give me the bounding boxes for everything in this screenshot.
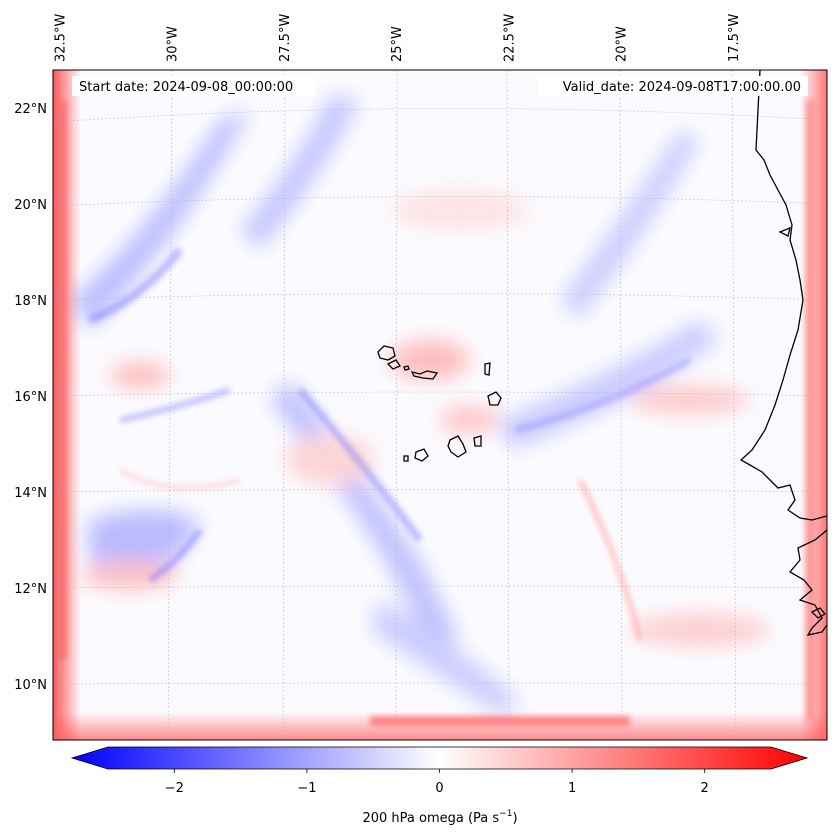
island-sao-vicente xyxy=(386,359,401,370)
latitude-labels: 22°N 20°N 18°N 16°N 14°N 12°N 10°N xyxy=(14,102,47,693)
colorbar-tick-label: −1 xyxy=(297,781,316,796)
africa-coastline xyxy=(739,70,827,521)
lon-tick-label: 30°W xyxy=(166,26,181,62)
island-maio xyxy=(473,435,482,447)
colorbar-label-exponent: −1 xyxy=(499,809,512,819)
colorbar: −2 −1 0 1 2 200 hPa omega (Pa s−1) xyxy=(70,746,809,826)
lat-tick-label: 16°N xyxy=(14,390,47,405)
lon-tick-label: 27.5°W xyxy=(278,14,293,62)
red-patch-south-islands xyxy=(440,406,500,434)
island-brava xyxy=(403,455,409,462)
red-streak-2 xyxy=(118,467,241,491)
colorbar-ticks: −2 −1 0 1 2 xyxy=(165,769,709,796)
colorbar-tick-label: 0 xyxy=(435,781,443,796)
colorbar-label: 200 hPa omega (Pa s−1) xyxy=(362,809,517,826)
blue-streak-4 xyxy=(148,528,203,583)
omega-field xyxy=(53,70,827,740)
blue-band-north xyxy=(240,95,360,250)
lat-tick-label: 14°N xyxy=(14,486,47,501)
start-date-box xyxy=(72,76,316,96)
map-frame xyxy=(52,69,828,741)
colorbar-tick-label: −2 xyxy=(165,781,184,796)
red-patch-southwest xyxy=(80,561,180,589)
red-patch-central xyxy=(285,435,375,485)
red-streak-1 xyxy=(577,478,643,641)
start-date-text: Start date: 2024-09-08_00:00:00 xyxy=(79,80,293,95)
blue-band-northwest xyxy=(70,110,250,330)
red-patch-southeast xyxy=(630,614,770,646)
longitude-labels: 32.5°W 30°W 27.5°W 25°W 22.5°W 20°W 17.5°W xyxy=(53,14,742,62)
lat-tick-label: 12°N xyxy=(14,582,47,597)
blue-band-northeast xyxy=(560,130,700,320)
lon-tick-label: 25°W xyxy=(390,26,405,62)
blue-streak-2 xyxy=(297,387,423,543)
map-panel[interactable]: Start date: 2024-09-08_00:00:00 Valid_da… xyxy=(52,69,828,741)
island-boa-vista xyxy=(487,391,502,406)
lat-tick-label: 18°N xyxy=(14,294,47,309)
colorbar-label-main: 200 hPa omega (Pa s xyxy=(362,811,499,826)
lon-tick-label: 32.5°W xyxy=(53,14,68,62)
lon-tick-label: 22.5°W xyxy=(502,14,517,62)
blue-streak-3 xyxy=(119,387,231,423)
colorbar-label-close: ) xyxy=(512,811,517,826)
lat-tick-label: 22°N xyxy=(14,102,47,117)
red-patch-north xyxy=(390,190,530,230)
red-patch-islands xyxy=(390,340,470,380)
blue-streak-1 xyxy=(88,247,184,324)
valid-date-text: Valid_date: 2024-09-08T17:00:00.00 xyxy=(563,80,801,95)
start-date-annotation: Start date: 2024-09-08_00:00:00 xyxy=(72,76,316,96)
valid-date-box xyxy=(538,76,808,96)
red-patch-east-coast xyxy=(630,386,750,414)
colorbar-tick-label: 1 xyxy=(568,781,576,796)
canary-fragment xyxy=(778,226,791,237)
island-santo-antao xyxy=(377,345,396,361)
blue-band-south xyxy=(370,600,520,715)
valid-date-annotation: Valid_date: 2024-09-08T17:00:00.00 xyxy=(538,76,808,96)
lon-tick-label: 17.5°W xyxy=(727,14,742,62)
island-fogo xyxy=(414,448,429,462)
red-strip-south xyxy=(370,716,630,726)
coastlines xyxy=(377,70,827,636)
blue-streak-5 xyxy=(514,357,692,433)
red-strip-east xyxy=(806,100,814,720)
red-strip-west xyxy=(57,100,67,660)
bijagos-islands xyxy=(810,607,826,619)
red-patch-west xyxy=(110,363,170,387)
lat-tick-label: 20°N xyxy=(14,198,47,213)
island-santiago xyxy=(447,435,467,458)
lon-tick-label: 20°W xyxy=(615,26,630,62)
island-sal xyxy=(484,362,491,376)
island-santa-luzia xyxy=(403,365,410,371)
island-sao-nicolau xyxy=(410,370,439,380)
africa-coastline-south xyxy=(789,529,827,636)
colorbar-tick-label: 2 xyxy=(701,781,709,796)
lat-tick-label: 10°N xyxy=(14,678,47,693)
colorbar-bar xyxy=(70,746,809,770)
